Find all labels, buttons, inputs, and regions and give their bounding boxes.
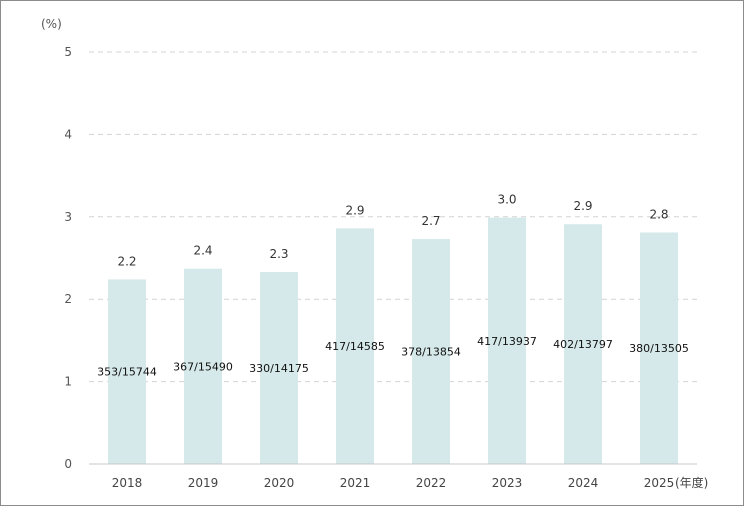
bar-value-label: 2.9 xyxy=(345,203,364,217)
bar-2022 xyxy=(412,239,450,464)
y-tick-label: 0 xyxy=(64,457,72,471)
bar-value-label: 2.8 xyxy=(649,207,668,221)
y-tick-label: 4 xyxy=(64,127,72,141)
x-tick-label: 2021 xyxy=(340,476,371,490)
bar-ratio-label: 378/13854 xyxy=(401,346,461,359)
bar-ratio-label: 330/14175 xyxy=(249,362,309,375)
y-tick-label: 5 xyxy=(64,45,72,59)
bar-2025 xyxy=(640,232,678,464)
x-tick-label: 2019 xyxy=(188,476,219,490)
bar-ratio-label: 367/15490 xyxy=(173,360,233,373)
bar-ratio-label: 402/13797 xyxy=(553,338,613,351)
bar-value-label: 2.9 xyxy=(573,199,592,213)
x-tick-label: 2022 xyxy=(416,476,447,490)
y-tick-label: 2 xyxy=(64,292,72,306)
bar-value-label: 2.2 xyxy=(117,254,136,268)
bar-ratio-label: 353/15744 xyxy=(97,366,157,379)
x-tick-label: 2018 xyxy=(112,476,143,490)
x-axis-ticks: 2018 2019 2020 2021 2022 2023 2024 2025 (年度) xyxy=(112,475,709,490)
bar-ratio-label: 417/14585 xyxy=(325,340,385,353)
bar-2023 xyxy=(488,217,526,464)
bar-value-label: 3.0 xyxy=(497,193,516,207)
y-tick-label: 1 xyxy=(64,375,72,389)
bar-ratio-label: 417/13937 xyxy=(477,335,537,348)
y-unit-label: (%) xyxy=(41,17,62,31)
bar-value-label: 2.7 xyxy=(421,214,440,228)
y-tick-label: 3 xyxy=(64,210,72,224)
x-tick-label: 2020 xyxy=(264,476,295,490)
x-tick-label: 2025 xyxy=(644,476,675,490)
y-axis-ticks: 0 1 2 3 4 5 xyxy=(64,45,72,471)
bar-2020 xyxy=(260,272,298,464)
x-tick-label: 2024 xyxy=(568,476,599,490)
bar-ratio-label: 380/13505 xyxy=(629,342,689,355)
bar-2019 xyxy=(184,268,222,464)
x-unit-suffix: (年度) xyxy=(675,475,708,490)
bar-2024 xyxy=(564,224,602,464)
bar-value-label: 2.3 xyxy=(269,247,288,261)
bar-2018 xyxy=(108,279,146,464)
x-tick-label: 2023 xyxy=(492,476,523,490)
bars: 2.2 353/15744 2.4 367/15490 2.3 330/14175 2.9 4… xyxy=(97,193,689,464)
bar-value-label: 2.4 xyxy=(193,244,212,258)
grid xyxy=(89,51,697,383)
bar-2021 xyxy=(336,228,374,464)
